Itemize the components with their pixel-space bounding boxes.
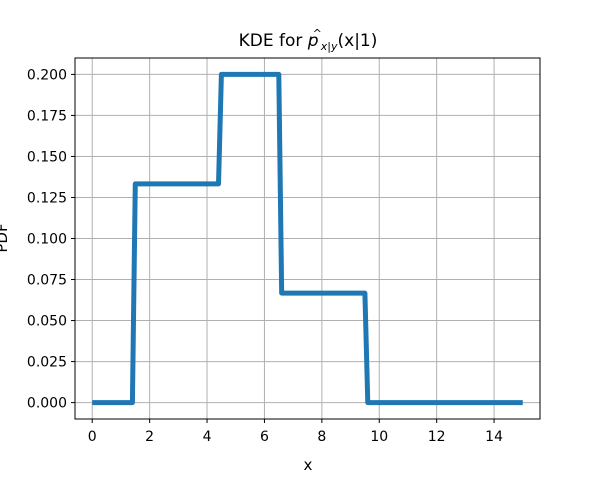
x-tick-label: 8 [317,429,326,445]
pdf-series-line [92,71,523,406]
chart-title-symbol: p [307,31,319,51]
y-axis-ticks: 0.000 0.025 0.050 0.075 0.100 0.125 0.150 0.175… [27,67,75,412]
x-tick-label: 12 [428,429,446,445]
y-tick-label: 0.150 [27,149,67,165]
x-axis-ticks: 0 2 4 6 8 10 12 14 [88,419,503,445]
y-tick-label: 0.125 [27,190,67,206]
y-tick-label: 0.175 [27,108,67,124]
chart-title: KDE for p^x|y(x|1) [239,27,378,53]
chart-title-prefix: KDE for [239,31,308,51]
chart-title-suffix: (x|1) [338,31,378,51]
y-tick-label: 0.200 [27,67,67,83]
x-tick-label: 2 [145,429,154,445]
series-layer [92,71,523,406]
y-tick-label: 0.100 [27,232,67,248]
x-tick-label: 10 [370,429,388,445]
chart-title-subscript: x|y [320,40,338,53]
x-tick-label: 4 [203,429,212,445]
x-tick-label: 0 [88,429,97,445]
x-axis-label: x [304,456,313,474]
x-tick-label: 6 [260,429,269,445]
y-tick-label: 0.050 [27,314,67,330]
grid [75,58,540,419]
chart-title-hat: ^ [313,27,322,40]
y-tick-label: 0.000 [27,396,67,412]
x-tick-label: 14 [485,429,503,445]
y-tick-label: 0.025 [27,355,67,371]
y-tick-label: 0.075 [27,273,67,289]
y-axis-label: PDF [0,223,11,252]
